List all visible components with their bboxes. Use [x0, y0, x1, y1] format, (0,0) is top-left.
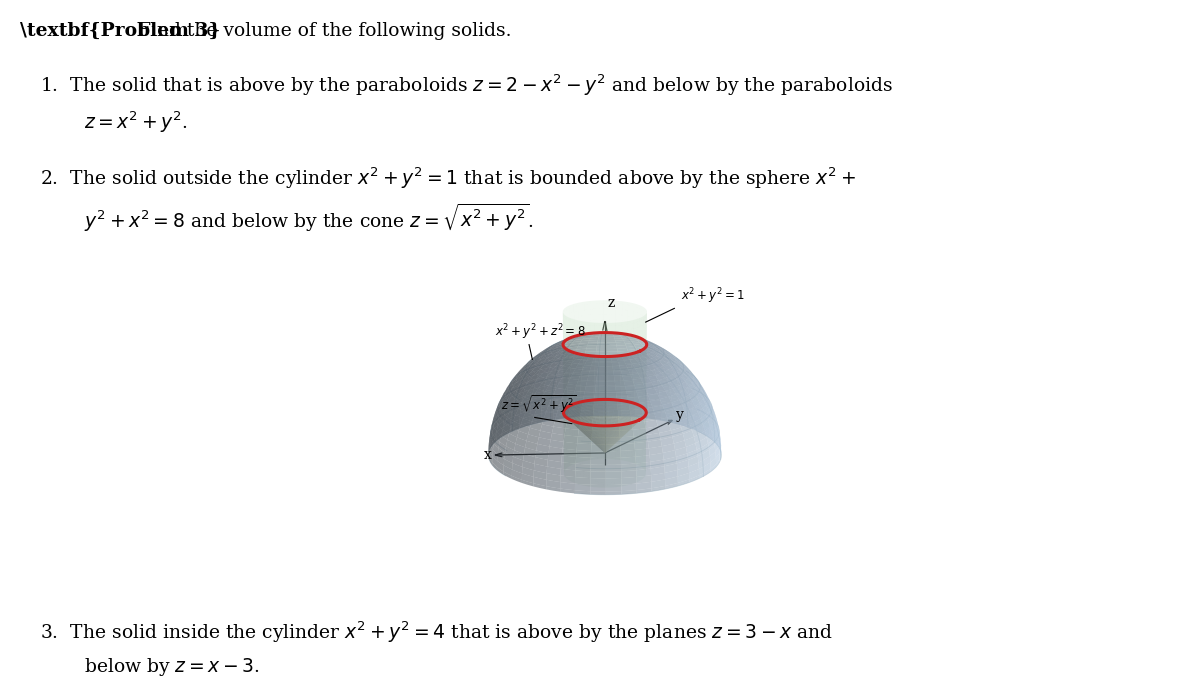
Text: 1.  The solid that is above by the paraboloids $z = 2 - x^2 - y^2$ and below by : 1. The solid that is above by the parabo… — [40, 73, 893, 99]
Text: $z = x^2 + y^2$.: $z = x^2 + y^2$. — [84, 109, 188, 135]
Text: below by $z = x - 3$.: below by $z = x - 3$. — [84, 656, 260, 678]
Text: Find the volume of the following solids.: Find the volume of the following solids. — [138, 22, 511, 40]
Text: 2.  The solid outside the cylinder $x^2 + y^2 = 1$ that is bounded above by the : 2. The solid outside the cylinder $x^2 +… — [40, 165, 856, 191]
Text: $y^2 + x^2 = 8$ and below by the cone $z = \sqrt{x^2 + y^2}$.: $y^2 + x^2 = 8$ and below by the cone $z… — [84, 202, 534, 234]
Text: \textbf{Problem 3}: \textbf{Problem 3} — [20, 22, 221, 40]
Text: 3.  The solid inside the cylinder $x^2 + y^2 = 4$ that is above by the planes $z: 3. The solid inside the cylinder $x^2 + … — [40, 620, 833, 646]
